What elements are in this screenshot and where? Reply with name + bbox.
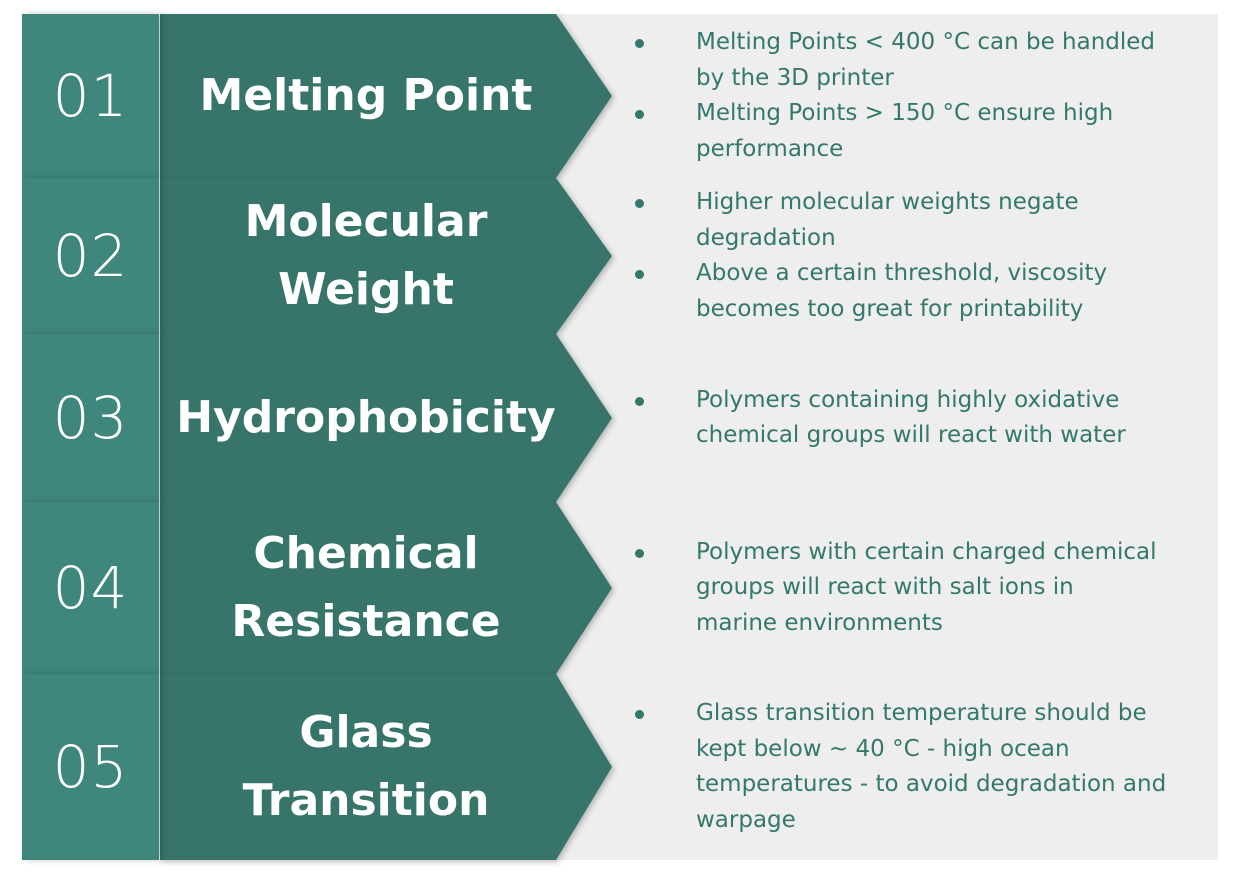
- title-line: Hydrophobicity: [176, 392, 556, 443]
- title-line: Chemical: [253, 528, 479, 579]
- bullet-line: becomes too great for printability: [696, 295, 1084, 322]
- bullet-line: Glass transition temperature should be: [696, 700, 1147, 726]
- bullet-dot-icon: [635, 110, 644, 119]
- bullet-line: Polymers containing highly oxidative: [696, 386, 1120, 413]
- bullet-line: temperatures - to avoid degradation and: [696, 771, 1167, 797]
- arrow-chevron: [160, 14, 612, 178]
- row-number: 01: [52, 62, 129, 130]
- arrow-chevron: [160, 674, 612, 860]
- property-row-molecular-weight: 02 Molecular Weight Higher molecular wei…: [0, 178, 1242, 334]
- bullet-dot-icon: [635, 39, 644, 48]
- arrow-chevron: [160, 502, 612, 674]
- bullet-dot-icon: [635, 710, 644, 719]
- title-line: Molecular: [244, 196, 488, 247]
- bullet-dot-icon: [635, 396, 644, 406]
- bullet-list: Melting Points < 400 °C can be handled b…: [632, 14, 1192, 178]
- bullet-item: Glass transition temperature should be k…: [632, 696, 1192, 838]
- number-box: 03: [22, 334, 159, 502]
- bullet-line: warpage: [696, 806, 796, 833]
- bullet-line: marine environments: [696, 609, 943, 636]
- bullet-line: Above a certain threshold, viscosity: [696, 260, 1108, 286]
- bullet-line: Higher molecular weights negate: [696, 189, 1079, 215]
- arrow-chevron: [160, 178, 612, 334]
- property-title: Glass Transition: [170, 674, 562, 860]
- bullet-dot-icon: [635, 548, 644, 558]
- arrow-chevron: [160, 334, 612, 502]
- bullet-line: Melting Points > 150 °C ensure high: [696, 100, 1114, 126]
- bullet-line: Melting Points < 400 °C can be handled: [696, 29, 1156, 55]
- bullet-line: degradation: [696, 224, 836, 251]
- bullet-line: chemical groups will react with water: [696, 422, 1126, 448]
- property-row-hydrophobicity: 03 Hydrophobicity Polymers containing hi…: [0, 334, 1242, 502]
- bullet-line: Polymers with certain charged chemical: [696, 538, 1157, 565]
- title-line: Resistance: [231, 596, 501, 647]
- number-box: 05: [22, 674, 159, 860]
- title-line: Weight: [278, 264, 454, 315]
- bullet-item: Melting Points < 400 °C can be handled b…: [632, 25, 1192, 96]
- bullet-item: Above a certain threshold, viscosity bec…: [632, 256, 1192, 327]
- row-number: 03: [52, 384, 129, 452]
- bullet-item: Polymers containing highly oxidative che…: [632, 383, 1192, 454]
- bullet-line: kept below ~ 40 °C - high ocean: [696, 735, 1070, 762]
- property-title: Melting Point: [170, 14, 562, 178]
- property-title: Chemical Resistance: [170, 502, 562, 674]
- bullet-item: Melting Points > 150 °C ensure high perf…: [632, 96, 1192, 167]
- title-line: Melting Point: [199, 70, 533, 121]
- property-title: Hydrophobicity: [170, 334, 562, 502]
- title-line: Glass: [299, 707, 433, 758]
- bullet-list: Glass transition temperature should be k…: [632, 674, 1192, 860]
- property-title: Molecular Weight: [170, 178, 562, 334]
- property-row-glass-transition: 05 Glass Transition Glass transition tem…: [0, 674, 1242, 860]
- bullet-item: Higher molecular weights negate degradat…: [632, 185, 1192, 256]
- number-box: 01: [22, 14, 159, 178]
- bullet-dot-icon: [635, 199, 644, 208]
- bullet-line: performance: [696, 135, 844, 162]
- bullet-line: groups will react with salt ions in: [696, 574, 1074, 601]
- number-box: 02: [22, 178, 159, 334]
- row-number: 04: [52, 554, 129, 622]
- bullet-dot-icon: [635, 270, 644, 279]
- row-number: 05: [52, 733, 129, 801]
- bullet-list: Polymers containing highly oxidative che…: [632, 334, 1192, 502]
- description-panel: [548, 14, 1218, 860]
- property-row-chemical-resistance: 04 Chemical Resistance Polymers with cer…: [0, 502, 1242, 674]
- bullet-item: Polymers with certain charged chemical g…: [632, 535, 1192, 642]
- bullet-line: by the 3D printer: [696, 64, 894, 91]
- bullet-list: Polymers with certain charged chemical g…: [632, 502, 1192, 674]
- number-box: 04: [22, 502, 159, 674]
- bullet-list: Higher molecular weights negate degradat…: [632, 178, 1192, 334]
- title-line: Transition: [242, 775, 490, 826]
- property-row-melting-point: 01 Melting Point Melting Points < 400 °C…: [0, 14, 1242, 178]
- row-number: 02: [52, 222, 129, 290]
